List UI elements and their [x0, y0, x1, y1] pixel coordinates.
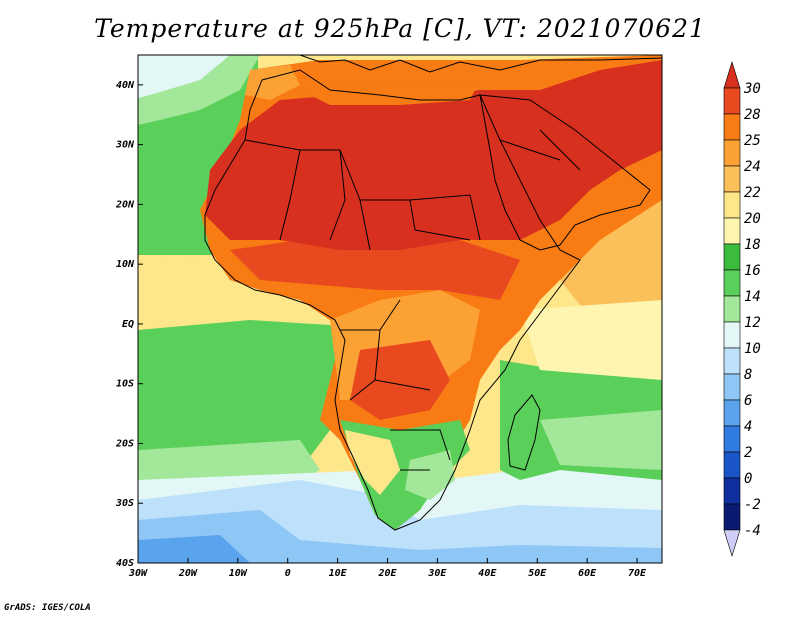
plot-frame [137, 54, 663, 564]
colorbar-swatch [723, 321, 741, 349]
madagascar-coastline [507, 394, 541, 471]
colorbar-label: 30 [743, 81, 761, 97]
map-title: Temperature at 925hPa [C], VT: 202107062… [94, 14, 706, 43]
colorbar-swatch [723, 269, 741, 297]
colorbar-swatch [723, 477, 741, 505]
arabia-coastline [479, 94, 651, 251]
colorbar-swatch [723, 373, 741, 401]
ocean-south-colder [138, 510, 662, 563]
y-tick-label: 20N [115, 199, 135, 210]
colorbar-swatch [723, 243, 741, 271]
colorbar-label: 8 [744, 367, 752, 383]
colorbar-label: 10 [744, 341, 761, 357]
land-sahara-hottest [205, 60, 662, 250]
temperature-field [138, 55, 662, 563]
x-tick-label: 60E [578, 568, 597, 579]
y-tick-label: 40S [116, 558, 134, 569]
x-tick-label: 30E [427, 568, 447, 579]
colorbar-label: 20 [744, 211, 761, 227]
ocean-south-coldest [138, 535, 250, 563]
colorbar-label: 4 [744, 419, 752, 435]
x-tick-label: 20E [377, 568, 397, 579]
colorbar-swatch [723, 191, 741, 219]
colorbar-label: 24 [744, 159, 761, 175]
colorbar-swatch [723, 503, 741, 531]
colorbar-swatch [723, 451, 741, 479]
colorbar-label: 22 [744, 185, 761, 201]
y-tick-label: 40N [116, 80, 135, 91]
y-tick-label: EQ [122, 319, 134, 330]
x-tick-label: 10E [329, 568, 348, 579]
colorbar-underflow-triangle [723, 529, 741, 558]
colorbar-label: 25 [744, 133, 761, 149]
country-borders [244, 129, 581, 471]
x-tick-label: 30W [128, 568, 148, 579]
colorbar-swatch [723, 347, 741, 375]
colorbar-label: 0 [744, 471, 752, 487]
colorbar-swatch [723, 87, 741, 115]
x-tick-label: 70E [628, 568, 647, 579]
colorbar-label: 12 [744, 315, 761, 331]
grads-credit: GrADS: IGES/COLA [4, 603, 91, 613]
x-tick-label: 0 [285, 568, 291, 579]
colorbar-swatch [723, 217, 741, 245]
coastlines-and-borders [204, 55, 662, 531]
y-tick-label: 30S [115, 498, 134, 509]
x-tick-label: 40E [478, 568, 497, 579]
ocean-indian-yellow [520, 300, 662, 380]
land-south-cool [405, 450, 455, 500]
axis-ticks: 30W 20W 10W 0 10E 20E 30E 40E 50E 60E 70E 40N 30N 20N… [115, 80, 647, 579]
colorbar-label: 2 [744, 445, 752, 461]
land-mediterranean-edge [300, 80, 480, 105]
x-tick-label: 10W [229, 568, 248, 579]
land-central-hot [350, 340, 450, 420]
colorbar-label: 16 [744, 263, 761, 279]
colorbar-label: -4 [744, 523, 761, 539]
y-tick-label: 30N [115, 140, 135, 151]
colorbar-swatch [723, 425, 741, 453]
colorbar-label: 6 [744, 393, 752, 409]
land-southwest-yellow [345, 430, 400, 495]
colorbar-label: -2 [744, 497, 761, 513]
x-tick-label: 20W [178, 568, 198, 579]
y-tick-label: 10S [116, 379, 134, 390]
colorbar-swatch [723, 165, 741, 193]
y-tick-label: 10N [116, 259, 135, 270]
colorbar-swatch [723, 113, 741, 141]
colorbar-label: 28 [744, 107, 761, 123]
colorbar-overflow-triangle [723, 60, 741, 89]
europe-coastline [299, 55, 662, 73]
colorbar-swatch [723, 399, 741, 427]
colorbar-swatch [723, 295, 741, 323]
ocean-nw-cold-core [138, 55, 230, 98]
colorbar-label: 18 [744, 237, 761, 253]
colorbar-swatch [723, 139, 741, 167]
land-madagascar-green [510, 395, 540, 470]
africa-coastline [204, 69, 581, 531]
ocean-indian-light [540, 410, 662, 470]
y-tick-label: 20S [115, 438, 134, 449]
x-tick-label: 50E [528, 568, 547, 579]
land-sahel-hot [230, 240, 520, 300]
colorbar-label: 14 [744, 289, 761, 305]
